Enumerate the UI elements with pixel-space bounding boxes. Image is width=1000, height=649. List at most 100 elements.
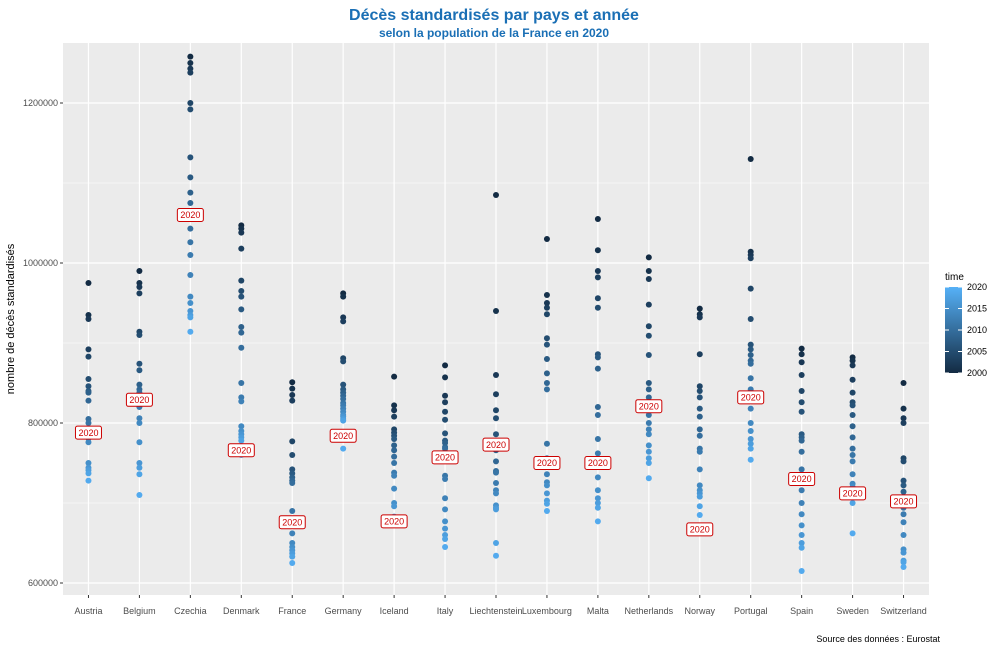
x-tick-label-liechtenstein: Liechtenstein <box>469 606 522 616</box>
data-point <box>238 344 245 351</box>
data-point <box>289 438 296 445</box>
x-tick-label-luxembourg: Luxembourg <box>522 606 572 616</box>
data-point <box>391 442 398 449</box>
data-point <box>900 532 907 538</box>
data-point <box>747 420 754 426</box>
legend-label: 2005 <box>967 347 987 357</box>
data-point <box>696 351 703 358</box>
data-point <box>645 254 652 261</box>
data-point <box>645 412 652 418</box>
data-point <box>391 447 398 454</box>
chart-subtitle: selon la population de la France en 2020 <box>379 26 609 40</box>
data-point <box>187 189 194 196</box>
data-point <box>493 552 499 559</box>
data-point <box>442 445 449 452</box>
data-point <box>238 437 245 444</box>
data-point <box>340 381 347 388</box>
data-point <box>391 373 398 380</box>
data-point <box>238 380 245 386</box>
data-point <box>85 316 92 322</box>
data-point <box>849 362 856 369</box>
data-point <box>543 335 550 342</box>
data-point <box>442 362 449 369</box>
year-label: 2020 <box>180 210 200 220</box>
year-label: 2020 <box>435 453 455 463</box>
year-label-box <box>125 392 153 407</box>
year-label-box <box>788 472 816 486</box>
data-point <box>594 304 601 311</box>
data-point <box>340 318 347 325</box>
data-point <box>238 229 245 236</box>
data-point <box>391 485 398 492</box>
data-point <box>747 316 754 322</box>
data-point <box>696 512 703 518</box>
data-point <box>747 360 754 367</box>
data-point <box>238 277 245 284</box>
data-point <box>442 408 449 415</box>
caption: Source des données : Eurostat <box>816 634 940 644</box>
data-point <box>696 394 703 401</box>
year-label: 2020 <box>741 393 761 403</box>
data-point <box>543 292 550 298</box>
data-point <box>85 470 92 477</box>
year-label: 2020 <box>333 431 353 441</box>
data-point <box>493 469 499 476</box>
data-point <box>289 480 296 486</box>
data-point <box>849 530 856 537</box>
data-point <box>543 380 550 386</box>
legend-colorbar <box>945 287 962 373</box>
data-point <box>900 488 907 495</box>
data-point <box>849 376 856 383</box>
data-point <box>645 475 652 482</box>
year-label: 2020 <box>537 458 557 468</box>
data-point <box>289 379 296 386</box>
data-point <box>798 568 805 574</box>
data-point <box>543 490 550 497</box>
data-point <box>187 154 194 161</box>
data-point <box>136 381 143 388</box>
year-label-box <box>584 456 612 470</box>
data-point <box>849 445 856 452</box>
data-point <box>798 532 805 538</box>
data-point <box>594 247 601 254</box>
data-point <box>645 386 652 393</box>
data-point <box>747 255 754 262</box>
year-label-box <box>380 514 408 529</box>
data-point <box>798 372 805 378</box>
data-point <box>798 540 805 546</box>
data-point <box>238 288 245 294</box>
data-point <box>85 376 92 382</box>
data-point <box>900 477 907 484</box>
data-point <box>696 466 703 473</box>
data-point <box>645 426 652 433</box>
data-point <box>849 412 856 418</box>
data-point <box>798 487 805 494</box>
data-point <box>645 455 652 462</box>
data-point <box>289 452 296 458</box>
data-point <box>85 353 92 360</box>
legend-title: time <box>945 272 964 283</box>
year-label-box <box>329 428 357 443</box>
data-point <box>289 560 296 566</box>
year-label: 2020 <box>588 458 608 468</box>
data-point <box>238 293 245 300</box>
year-label-box <box>533 456 561 470</box>
x-tick-label-italy: Italy <box>437 606 454 616</box>
data-point <box>85 346 92 353</box>
data-point <box>85 420 92 426</box>
data-point <box>645 448 652 455</box>
x-tick-label-malta: Malta <box>587 606 609 616</box>
legend-label: 2000 <box>967 368 987 378</box>
data-point <box>747 405 754 412</box>
data-point <box>594 474 601 481</box>
year-label-box <box>176 208 204 222</box>
data-point <box>289 397 296 404</box>
data-point <box>594 404 601 410</box>
data-point <box>900 380 907 386</box>
data-point <box>696 305 703 312</box>
data-point <box>594 487 601 494</box>
year-label: 2020 <box>639 401 659 411</box>
data-point <box>594 274 601 281</box>
data-point <box>645 332 652 339</box>
data-point <box>594 412 601 418</box>
